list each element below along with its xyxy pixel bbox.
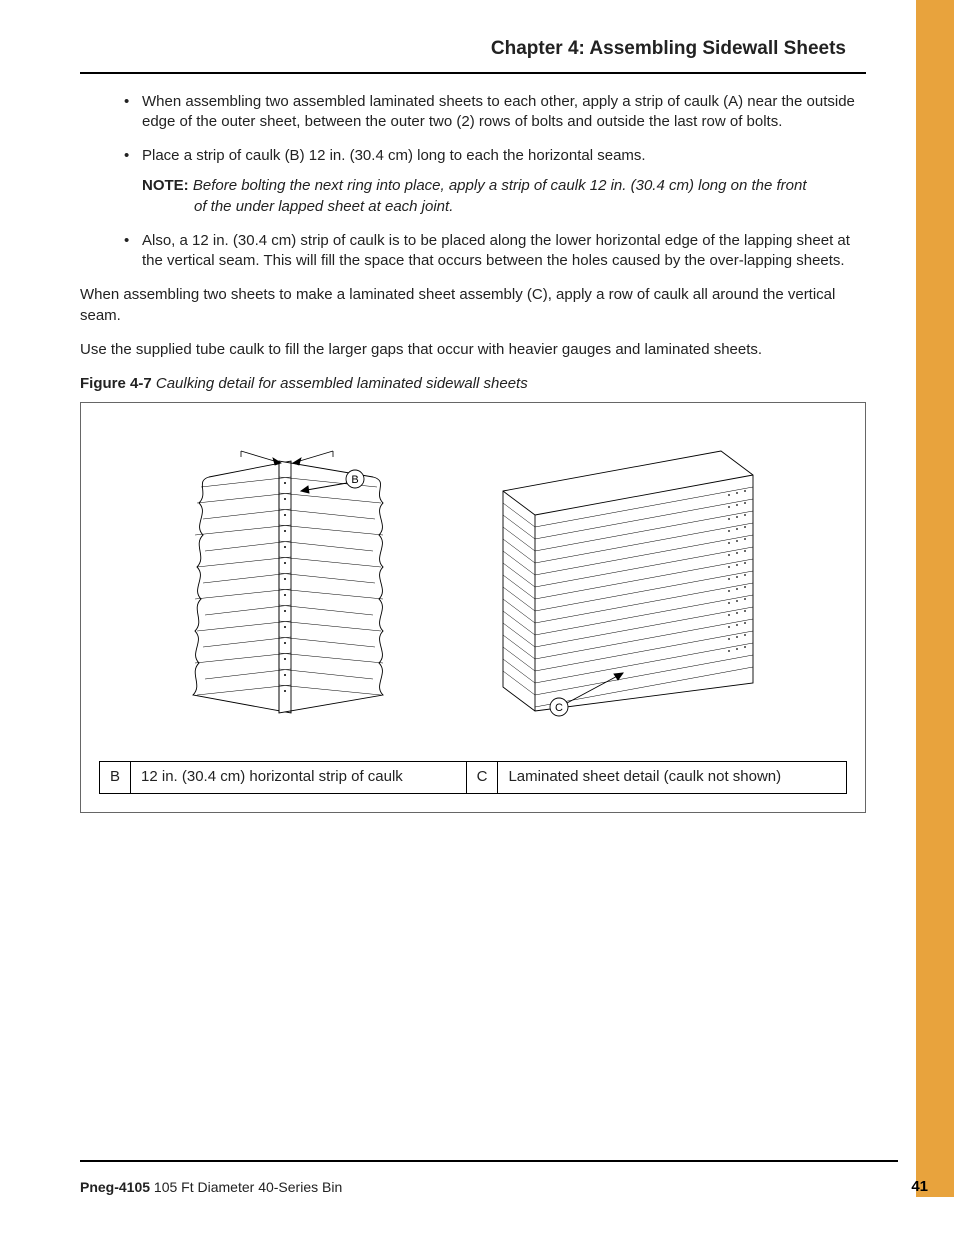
legend-key: B [100,762,131,793]
diagram-left: B [183,443,413,723]
doc-title: 105 Ft Diameter 40-Series Bin [150,1179,342,1195]
footer-doc-info: Pneg-4105 105 Ft Diameter 40-Series Bin [80,1178,342,1197]
bullet-list-2: Also, a 12 in. (30.4 cm) strip of caulk … [80,231,866,272]
margin-accent-bar [916,0,954,1197]
rule-top [80,72,866,74]
figure-label: Figure 4-7 [80,375,156,392]
page-number: 41 [911,1177,928,1197]
note-block: NOTE: Before bolting the next ring into … [80,176,866,217]
note-text: Before bolting the next ring into place,… [193,177,807,194]
page-footer: Pneg-4105 105 Ft Diameter 40-Series Bin … [80,1160,898,1197]
rule-bottom [80,1160,898,1162]
paragraph: When assembling two sheets to make a lam… [80,285,866,326]
figure-title: Caulking detail for assembled laminated … [156,375,528,392]
figure-box: B [80,402,866,812]
figure-diagrams: B [99,443,847,723]
page-content: Chapter 4: Assembling Sidewall Sheets Wh… [0,0,882,813]
legend-text: Laminated sheet detail (caulk not shown) [498,762,847,793]
table-row: B 12 in. (30.4 cm) horizontal strip of c… [100,762,847,793]
bullet-list: When assembling two assembled laminated … [80,92,866,167]
note-text-cont: of the under lapped sheet at each joint. [142,197,866,217]
callout-b-label: B [351,474,358,486]
bullet-item: Also, a 12 in. (30.4 cm) strip of caulk … [124,231,866,272]
doc-id: Pneg-4105 [80,1179,150,1195]
note-label: NOTE: [142,177,193,194]
bullet-item: Place a strip of caulk (B) 12 in. (30.4 … [124,146,866,166]
paragraph: Use the supplied tube caulk to fill the … [80,340,866,360]
figure-caption: Figure 4-7 Caulking detail for assembled… [80,374,866,394]
chapter-title: Chapter 4: Assembling Sidewall Sheets [80,36,866,62]
legend-table: B 12 in. (30.4 cm) horizontal strip of c… [99,761,847,793]
callout-c-label: C [555,702,563,714]
diagram-right: C [493,443,763,723]
bullet-item: When assembling two assembled laminated … [124,92,866,133]
legend-key: C [466,762,498,793]
legend-text: 12 in. (30.4 cm) horizontal strip of cau… [131,762,467,793]
